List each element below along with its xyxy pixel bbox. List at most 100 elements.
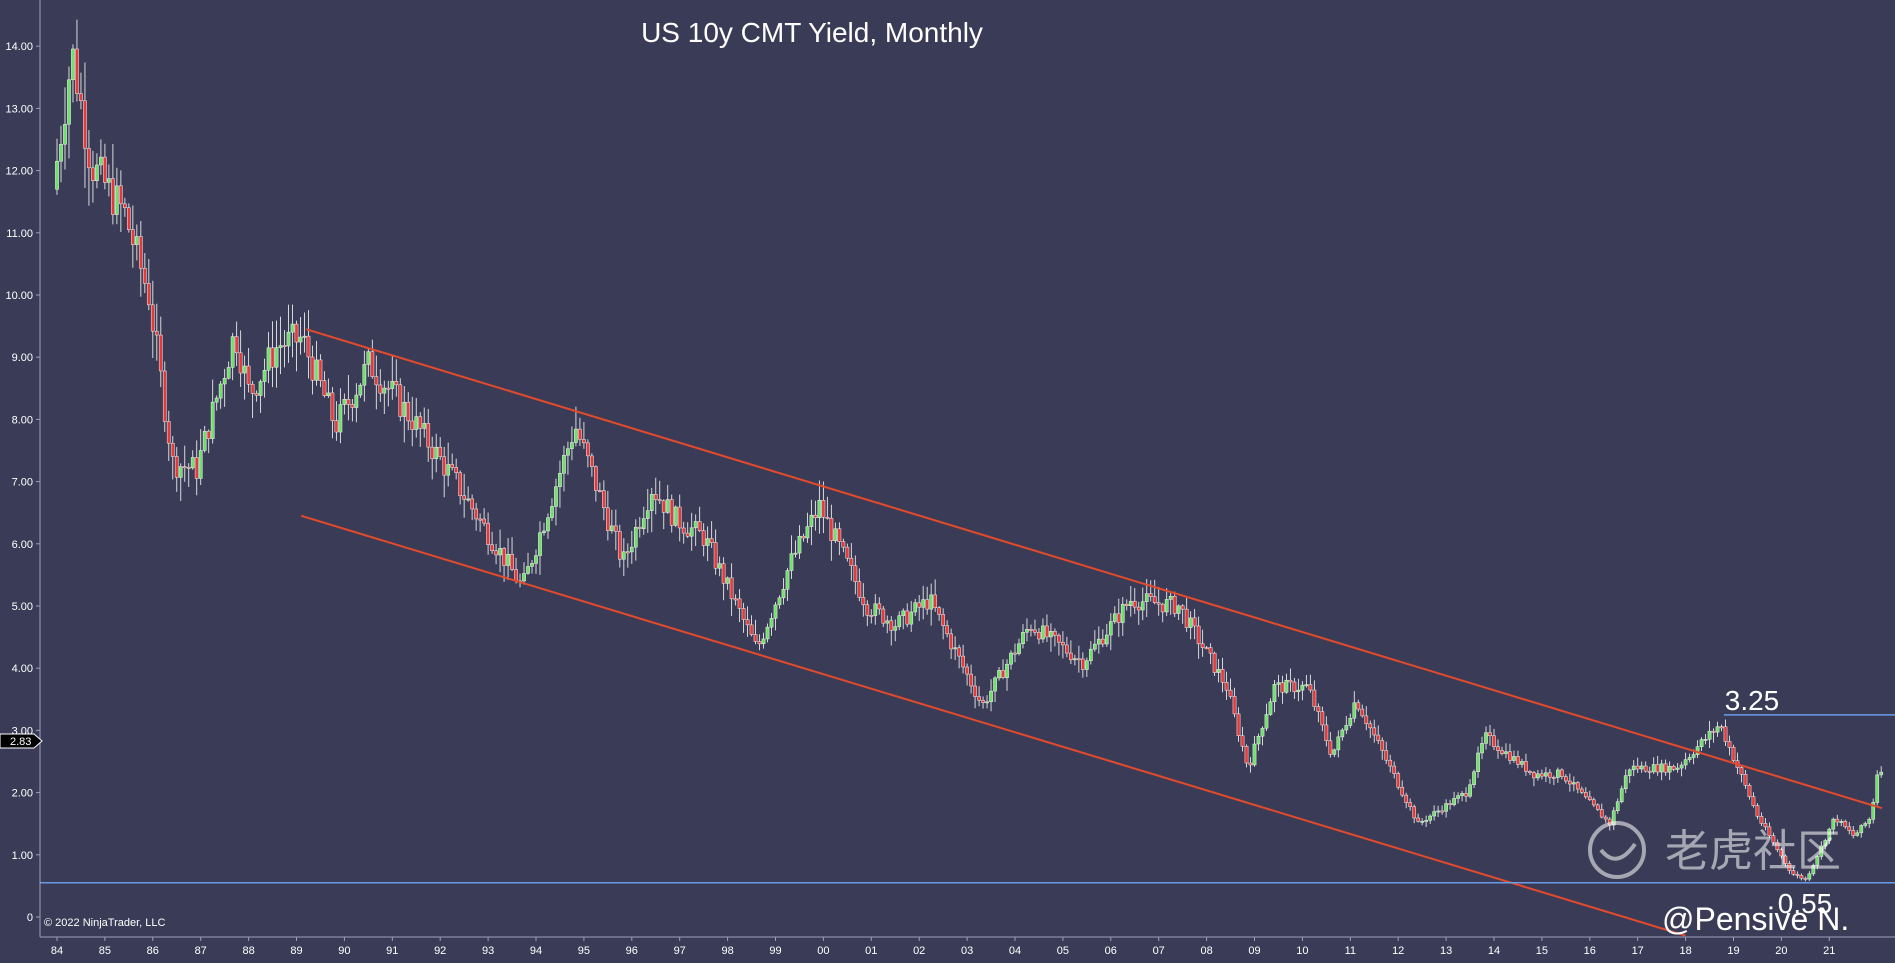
candle-down — [821, 500, 826, 518]
candle-up — [218, 383, 223, 399]
candle-up — [1687, 757, 1692, 760]
candle-down — [1524, 761, 1528, 772]
candle-down — [1775, 842, 1780, 850]
candle-down — [1564, 776, 1568, 782]
candle-down — [1719, 726, 1724, 729]
candle-down — [813, 514, 818, 519]
candle-down — [330, 392, 335, 421]
candle-up — [929, 594, 934, 610]
candle-up — [1428, 815, 1432, 821]
y-tick-label: 9.00 — [12, 352, 33, 364]
candle-down — [454, 467, 459, 473]
candle-down — [478, 518, 482, 521]
candle-down — [973, 685, 977, 697]
chart-title: US 10y CMT Yield, Monthly — [641, 17, 983, 48]
candle-down — [737, 598, 742, 609]
candle-down — [1376, 734, 1381, 741]
candle-up — [210, 401, 215, 439]
candle-down — [442, 456, 447, 476]
candle-down — [1200, 643, 1205, 648]
candle-up — [314, 359, 319, 381]
candle-up — [1296, 689, 1301, 693]
candle-up — [1683, 759, 1688, 766]
candle-up — [1041, 625, 1045, 640]
candle-up — [262, 369, 267, 382]
candle-down — [194, 457, 199, 479]
candle-down — [625, 551, 630, 554]
candle-up — [538, 532, 542, 556]
candle-up — [1128, 600, 1133, 606]
candle-up — [266, 347, 271, 371]
candle-up — [298, 336, 303, 343]
candle-down — [1851, 830, 1856, 836]
candle-down — [1037, 632, 1041, 640]
candle-down — [1759, 816, 1764, 824]
candle-up — [1699, 739, 1704, 747]
candle-down — [1160, 603, 1165, 613]
candle-down — [430, 446, 435, 460]
candle-down — [1787, 863, 1792, 871]
candle-down — [1236, 713, 1241, 736]
candle-up — [278, 345, 283, 348]
x-tick-label: 90 — [338, 945, 350, 957]
candle-up — [178, 466, 183, 478]
candle-up — [953, 647, 957, 650]
x-tick-label: 02 — [913, 945, 925, 957]
candle-up — [1176, 605, 1181, 614]
candle-down — [582, 439, 586, 444]
candle-down — [957, 647, 961, 657]
candle-down — [1136, 606, 1141, 611]
candle-down — [729, 577, 734, 600]
candle-down — [334, 420, 339, 433]
candle-down — [889, 620, 894, 631]
candle-up — [693, 521, 698, 529]
candle-up — [1005, 663, 1009, 678]
candle-up — [570, 442, 574, 449]
candle-up — [1252, 743, 1257, 766]
candle-up — [1120, 603, 1125, 623]
channel-upper-line — [305, 328, 1883, 810]
candle-down — [1228, 689, 1233, 697]
candle-up — [1819, 845, 1824, 857]
candle-down — [1364, 715, 1369, 724]
candle-down — [1803, 877, 1808, 880]
candle-up — [1268, 701, 1273, 715]
candle-down — [1368, 723, 1373, 729]
candle-down — [162, 370, 167, 422]
x-tick-label: 14 — [1488, 945, 1500, 957]
candle-down — [1795, 874, 1800, 876]
candle-down — [981, 700, 985, 703]
candle-up — [202, 430, 207, 451]
candle-down — [961, 655, 965, 668]
candle-up — [1096, 638, 1101, 645]
candle-up — [1879, 771, 1884, 776]
candle-up — [833, 528, 838, 541]
candle-up — [765, 626, 770, 640]
candle-down — [1292, 681, 1297, 693]
candle-down — [1180, 605, 1185, 610]
candle-down — [1548, 772, 1552, 778]
candle-up — [550, 506, 554, 518]
candle-down — [1400, 786, 1405, 796]
candle-up — [338, 404, 343, 433]
candle-up — [873, 603, 878, 616]
candle-down — [1575, 782, 1580, 790]
candle-down — [182, 466, 187, 469]
candle-down — [685, 532, 690, 537]
candle-up — [1823, 840, 1828, 847]
candle-down — [502, 548, 506, 566]
candle-down — [282, 345, 287, 348]
candle-up — [769, 618, 774, 628]
candle-down — [1220, 669, 1225, 683]
candle-down — [1751, 796, 1756, 806]
candle-up — [1088, 648, 1093, 661]
x-tick-label: 88 — [242, 945, 254, 957]
candle-up — [1340, 729, 1345, 738]
candle-down — [697, 521, 702, 531]
candle-down — [1591, 799, 1596, 806]
watermark-logo-stroke — [1599, 842, 1637, 861]
candle-up — [366, 351, 371, 365]
candle-down — [346, 399, 351, 405]
candle-down — [853, 565, 858, 582]
